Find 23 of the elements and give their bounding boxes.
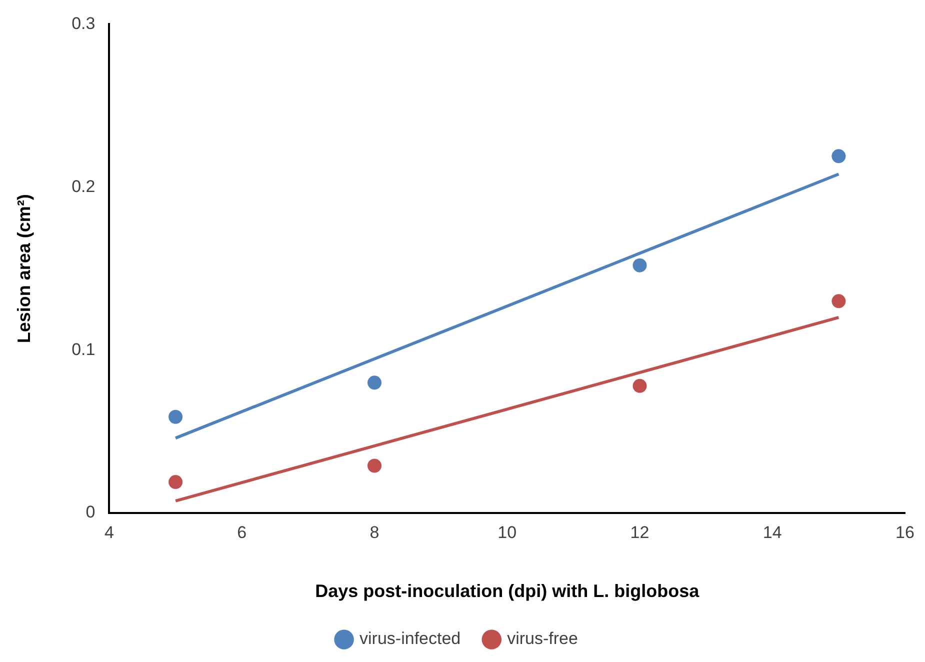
- x-tick-label: 12: [630, 522, 650, 542]
- x-tick-label: 10: [498, 522, 517, 542]
- x-axis-title: Days post-inoculation (dpi) with L. biglobosa: [315, 581, 700, 602]
- y-tick-label: 0.2: [72, 176, 96, 196]
- point: [632, 378, 647, 393]
- point: [168, 410, 183, 424]
- y-tick-label: 0.3: [72, 14, 96, 33]
- legend-label: virus-infected: [360, 629, 461, 648]
- y-axis-title: Lesion area (cm²): [14, 194, 34, 344]
- point: [168, 475, 183, 490]
- x-tick-label: 6: [237, 522, 247, 542]
- y-tick-label: 0: [86, 502, 96, 522]
- point: [367, 458, 382, 473]
- x-tick-label: 16: [896, 522, 914, 542]
- x-tick-label: 4: [104, 522, 114, 542]
- y-tick-label: 0.1: [72, 340, 96, 359]
- point: [367, 376, 382, 390]
- x-tick-label: 14: [762, 522, 782, 542]
- point: [832, 294, 846, 308]
- point: [832, 149, 846, 164]
- legend-label: virus-free: [507, 629, 578, 648]
- x-tick-label: 8: [370, 522, 380, 542]
- point: [632, 258, 647, 272]
